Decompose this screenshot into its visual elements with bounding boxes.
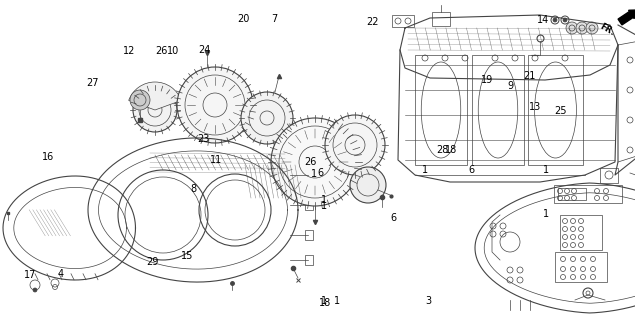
- Text: 23: 23: [197, 134, 210, 144]
- Text: 20: 20: [237, 14, 250, 24]
- Text: 7: 7: [271, 14, 277, 24]
- Text: 11: 11: [210, 155, 222, 165]
- Bar: [555, 252, 607, 282]
- Wedge shape: [129, 82, 182, 110]
- Circle shape: [133, 88, 177, 132]
- Text: 9: 9: [507, 81, 514, 92]
- Text: 15: 15: [181, 251, 194, 261]
- Circle shape: [177, 67, 253, 143]
- Text: 14: 14: [537, 15, 549, 25]
- Text: 16: 16: [41, 152, 54, 162]
- Text: 26: 26: [156, 45, 168, 56]
- Text: 25: 25: [554, 106, 566, 116]
- Text: 1: 1: [321, 296, 327, 306]
- Text: 1: 1: [311, 169, 318, 180]
- Text: 18: 18: [319, 298, 331, 308]
- Text: 1: 1: [543, 209, 549, 220]
- Circle shape: [576, 22, 588, 34]
- Circle shape: [563, 18, 567, 22]
- Text: 19: 19: [481, 75, 493, 85]
- Text: 18: 18: [444, 145, 457, 156]
- Bar: [472, 55, 524, 165]
- Text: 4: 4: [57, 268, 64, 279]
- Circle shape: [271, 118, 359, 206]
- Text: 22: 22: [366, 17, 379, 27]
- Circle shape: [130, 90, 150, 110]
- Text: FR.: FR.: [598, 22, 616, 38]
- Text: 6: 6: [318, 168, 324, 178]
- Text: 17: 17: [24, 269, 37, 280]
- Text: 12: 12: [123, 46, 136, 56]
- Text: 1: 1: [321, 201, 327, 212]
- Circle shape: [566, 22, 578, 34]
- Text: 1: 1: [333, 296, 340, 306]
- Circle shape: [325, 115, 385, 175]
- Text: 24: 24: [198, 44, 211, 55]
- Bar: [554, 185, 622, 203]
- Text: 10: 10: [167, 46, 180, 56]
- Text: 28: 28: [436, 145, 449, 156]
- Bar: [305, 170, 313, 180]
- Bar: [415, 55, 467, 165]
- Text: 8: 8: [190, 184, 197, 194]
- Circle shape: [241, 92, 293, 144]
- Bar: [305, 255, 313, 265]
- Circle shape: [33, 288, 37, 292]
- Bar: [558, 188, 586, 200]
- Text: 21: 21: [523, 71, 535, 81]
- Text: 3: 3: [425, 296, 432, 306]
- Bar: [392, 15, 414, 27]
- Bar: [305, 200, 313, 210]
- Text: 13: 13: [529, 102, 542, 112]
- Text: 26: 26: [304, 156, 317, 167]
- Circle shape: [586, 22, 598, 34]
- Bar: [560, 215, 602, 250]
- Text: 27: 27: [86, 78, 98, 88]
- Bar: [528, 55, 583, 165]
- Text: 6: 6: [469, 164, 475, 175]
- Text: 1: 1: [543, 164, 549, 175]
- Circle shape: [350, 167, 386, 203]
- Text: 1: 1: [321, 195, 327, 205]
- Text: 29: 29: [146, 257, 159, 268]
- Text: 6: 6: [391, 212, 397, 223]
- FancyArrow shape: [618, 10, 635, 25]
- Circle shape: [553, 18, 557, 22]
- Bar: [305, 230, 313, 240]
- Bar: [432, 12, 450, 26]
- Bar: [600, 168, 618, 183]
- Text: 1: 1: [422, 164, 429, 175]
